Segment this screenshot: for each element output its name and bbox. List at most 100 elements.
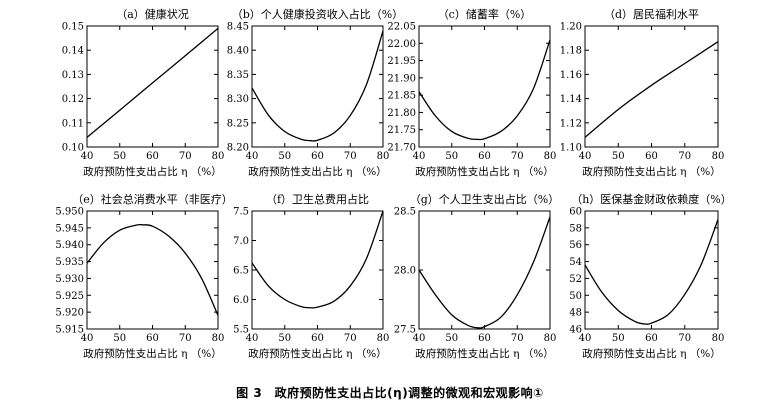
panel-b-xtick-label: 40 [246, 151, 259, 162]
panel-e-ytick-label: 5.950 [55, 207, 84, 218]
panel-a-xtick-label: 60 [146, 151, 159, 162]
panel-d-xtick-label: 80 [712, 151, 725, 162]
panel-g-xtick-label: 40 [413, 333, 426, 344]
panel-h-xtick-label: 80 [712, 333, 725, 344]
panel-d-xtick-label: 50 [612, 151, 625, 162]
panel-e-ytick-label: 5.915 [55, 325, 84, 336]
panel-a-ytick-label: 0.14 [62, 46, 84, 57]
panel-c-frame [418, 25, 551, 148]
panel-e-xtick-label: 50 [113, 333, 126, 344]
panel-e-ytick-label: 5.935 [55, 257, 84, 268]
panel-e-title: （e）社会总消费水平（非医疗） [72, 192, 233, 206]
panel-b-xtick-label: 60 [311, 151, 324, 162]
panel-c-ytick-label: 21.75 [387, 125, 416, 136]
panel-f-ytick-label: 7.0 [233, 236, 249, 247]
panel-g-series-line [418, 216, 551, 329]
panel-b-ytick-label: 8.30 [227, 94, 249, 105]
panel-d-xtick-label: 60 [645, 151, 658, 162]
panel-e-xtick-label: 80 [212, 333, 225, 344]
panel-b-series-line [251, 30, 384, 142]
panel-g-xtick-label: 50 [445, 333, 458, 344]
panel-c-ytick-label: 21.70 [387, 143, 416, 154]
panel-d-xlabel: 政府预防性支出占比 η （%） [582, 165, 720, 178]
panel-h-xtick-label: 70 [678, 333, 691, 344]
panel-g-ytick-label: 28.5 [394, 207, 416, 218]
panel-f-xtick-label: 50 [278, 333, 291, 344]
panel-c-ytick-label: 21.90 [387, 73, 416, 84]
panel-d-frame [584, 25, 719, 148]
panel-f-xtick-label: 70 [344, 333, 357, 344]
panel-g: （g）个人卫生支出占比（%） 40 50 60 70 80 27.5 28.0 28.5 政府预防… [394, 192, 560, 360]
panel-c-ytick-label: 21.80 [387, 108, 416, 119]
panel-e-frame [86, 210, 219, 330]
panel-b-frame [251, 25, 384, 148]
panel-g-xtick-label: 80 [544, 333, 557, 344]
panel-a-xlabel: 政府预防性支出占比 η （%） [83, 165, 221, 178]
panel-c-xtick-label: 80 [544, 151, 557, 162]
panel-h-ytick-label: 52 [569, 274, 582, 285]
panel-d: （d）居民福利水平 40 50 60 70 80 1.10 1.12 1.14 1.16 1.18 1… [560, 7, 725, 178]
panel-b: （b）个人健康投资收入占比（%） 40 50 60 70 80 8.20 8.25 8.30 8.… [227, 7, 404, 178]
panel-b-ytick-label: 8.45 [227, 22, 249, 33]
panel-a-ytick-label: 0.10 [62, 143, 84, 154]
panel-e-xtick-label: 70 [179, 333, 192, 344]
panel-f-ytick-label: 7.5 [233, 207, 249, 218]
panel-h-xtick-label: 50 [612, 333, 625, 344]
panel-h-title: （h）医保基金财政依赖度（%） [571, 192, 732, 206]
panel-h-series-line [584, 219, 719, 325]
panel-a-ytick-label: 0.15 [62, 22, 84, 33]
panel-h-xtick-label: 60 [645, 333, 658, 344]
panel-e-ytick-label: 5.925 [55, 291, 84, 302]
panel-h-xtick-label: 40 [579, 333, 592, 344]
panel-h-ytick-label: 48 [569, 308, 582, 319]
panel-e-xtick-label: 40 [81, 333, 94, 344]
panel-d-ytick-label: 1.10 [560, 143, 582, 154]
panel-c-xtick-label: 40 [413, 151, 426, 162]
panel-b-title: （b）个人健康投资收入占比（%） [232, 7, 404, 21]
panel-g-title: （g）个人卫生支出占比（%） [410, 192, 560, 206]
panel-g-xtick-label: 70 [511, 333, 524, 344]
panel-h-ytick-label: 58 [569, 223, 582, 234]
panel-d-xtick-label: 70 [678, 151, 691, 162]
panel-e-xlabel: 政府预防性支出占比 η （%） [83, 347, 221, 360]
panel-f: （f）卫生总费用占比 40 50 60 70 80 5.5 6.0 6.5 7.0 7.5 政府预防性… [233, 192, 389, 360]
panel-b-ytick-label: 8.25 [227, 118, 249, 129]
panel-a-ytick-label: 0.12 [62, 94, 84, 105]
panel-b-xtick-label: 50 [278, 151, 291, 162]
panel-a-ytick-label: 0.13 [62, 70, 84, 81]
panel-f-xtick-label: 80 [377, 333, 390, 344]
panel-b-xtick-label: 70 [344, 151, 357, 162]
panel-h: （h）医保基金财政依赖度（%） 40 50 60 70 80 46 48 50 52 54 56 58 6… [569, 192, 732, 360]
panel-c-xlabel: 政府预防性支出占比 η （%） [415, 165, 553, 178]
panel-g-ytick-label: 28.0 [394, 266, 416, 277]
panel-c-ytick-label: 22.05 [387, 22, 416, 33]
panel-c-xtick-label: 60 [478, 151, 491, 162]
panel-b-xlabel: 政府预防性支出占比 η （%） [248, 165, 386, 178]
panel-h-ytick-label: 54 [569, 257, 582, 268]
panel-c-series-line [418, 39, 551, 141]
panel-a-ytick-label: 0.11 [62, 118, 84, 129]
panel-c-ytick-label: 21.85 [387, 91, 416, 102]
panel-a-xtick-label: 40 [81, 151, 94, 162]
panel-f-series-line [251, 210, 384, 309]
panel-c: （c）储蓄率（%） 40 50 60 70 80 21.70 21.75 21.80 21.85 2… [387, 7, 556, 178]
panel-e-series-line [86, 223, 219, 316]
panel-e: （e）社会总消费水平（非医疗） 40 50 60 70 80 5.915 5.920 5.925… [55, 192, 232, 360]
panel-c-title: （c）储蓄率（%） [438, 7, 532, 21]
panel-f-frame [251, 210, 384, 330]
panel-d-xtick-label: 40 [579, 151, 592, 162]
panel-a-xtick-label: 80 [212, 151, 225, 162]
panel-f-xtick-label: 40 [246, 333, 259, 344]
panel-f-ytick-label: 6.0 [233, 295, 249, 306]
panel-g-xlabel: 政府预防性支出占比 η （%） [415, 347, 553, 360]
panel-b-ytick-label: 8.20 [227, 143, 249, 154]
panel-e-ytick-label: 5.940 [55, 240, 84, 251]
panel-f-ytick-label: 6.5 [233, 266, 249, 277]
panel-d-ytick-label: 1.14 [560, 94, 582, 105]
panel-h-ytick-label: 46 [569, 325, 582, 336]
panel-b-xtick-label: 80 [377, 151, 390, 162]
panel-a-xtick-label: 50 [113, 151, 126, 162]
panel-f-ytick-label: 5.5 [233, 325, 249, 336]
panel-c-ytick-label: 21.95 [387, 56, 416, 67]
panel-a-series-line [86, 27, 219, 138]
